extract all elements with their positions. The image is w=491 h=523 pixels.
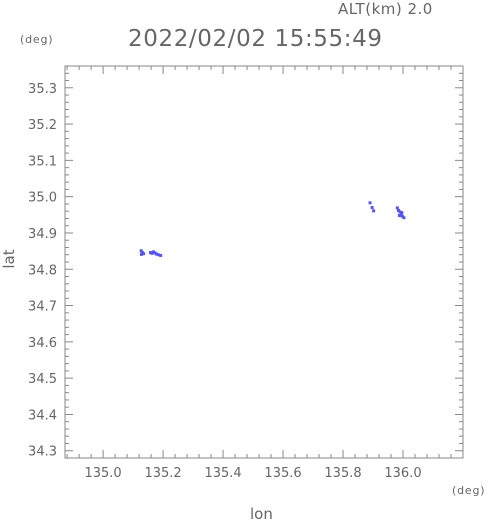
x-tick-label: 135.4	[204, 466, 241, 481]
data-point	[156, 253, 160, 257]
axis-ticks	[65, 65, 463, 459]
data-point	[159, 253, 163, 257]
y-tick-label: 34.4	[28, 408, 57, 423]
data-point	[397, 214, 401, 218]
x-unit-label: (deg)	[452, 484, 486, 497]
y-tick-label: 35.3	[28, 82, 57, 97]
data-point	[154, 252, 158, 256]
y-tick-label: 34.9	[28, 227, 57, 242]
y-tick-label: 35.1	[28, 154, 57, 169]
data-point	[142, 252, 146, 256]
chart-title: 2022/02/02 15:55:49	[128, 26, 383, 52]
y-tick-label: 34.3	[28, 445, 57, 460]
data-point	[368, 201, 372, 205]
data-point	[400, 211, 404, 215]
altitude-label: ALT(km) 2.0	[338, 0, 433, 18]
x-tick-label: 135.0	[84, 466, 121, 481]
y-tick-label: 34.7	[28, 300, 57, 315]
y-tick-label: 34.6	[28, 336, 57, 351]
y-tick-label: 34.5	[28, 372, 57, 387]
y-tick-label: 34.8	[28, 263, 57, 278]
data-point	[402, 216, 406, 220]
data-point	[139, 249, 143, 253]
x-tick-label: 136.0	[384, 466, 421, 481]
data-point	[139, 252, 143, 256]
x-axis-label: lon	[250, 505, 273, 523]
x-tick-label: 135.6	[264, 466, 301, 481]
y-tick-label: 35.2	[28, 118, 57, 133]
y-tick-label: 35.0	[28, 191, 57, 206]
x-tick-label: 135.8	[324, 466, 361, 481]
data-point	[395, 206, 399, 210]
data-point	[370, 206, 374, 210]
data-points	[139, 201, 406, 257]
x-tick-label: 135.2	[144, 466, 181, 481]
plot-frame	[64, 65, 464, 459]
tick-labels: 34.3 34.4 34.5 34.6 34.7 34.8 34.9 35.0 35.1 35.2…	[28, 82, 422, 481]
y-unit-label: (deg)	[20, 33, 54, 46]
data-point	[398, 210, 402, 214]
data-point	[372, 209, 376, 213]
